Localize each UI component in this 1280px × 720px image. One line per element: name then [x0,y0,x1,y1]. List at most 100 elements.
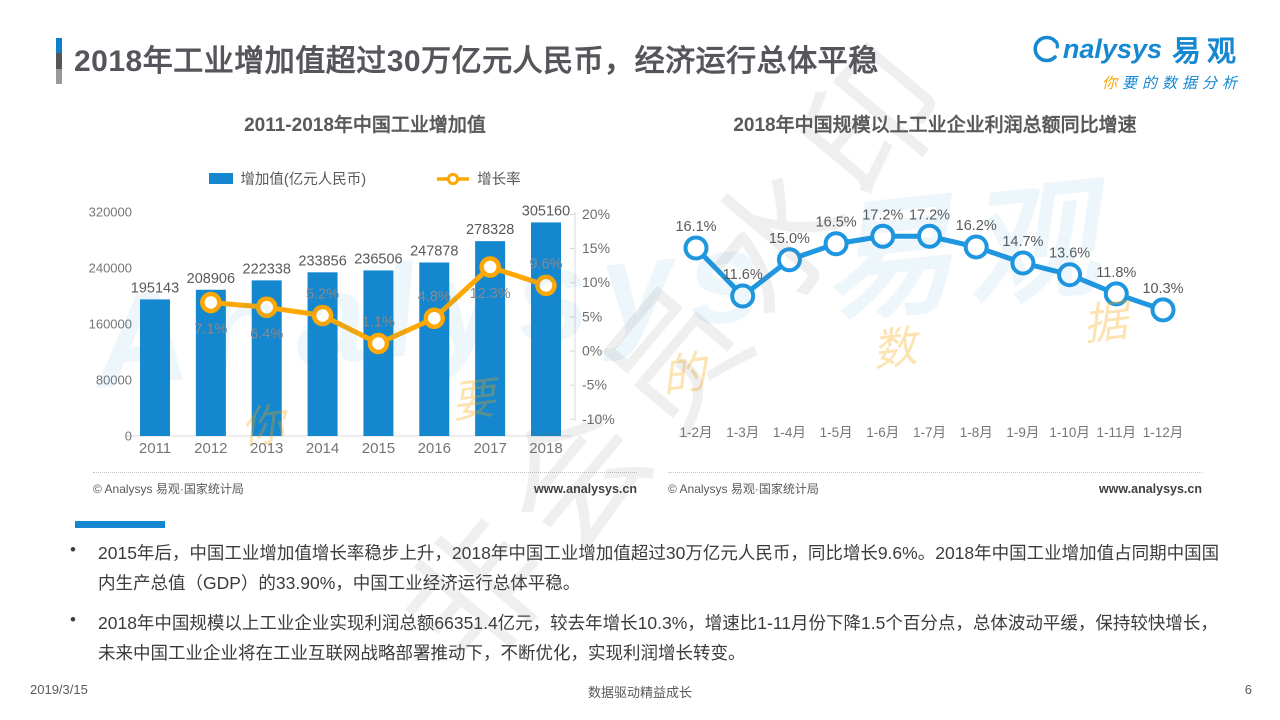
profit-point-label: 11.8% [1096,265,1136,281]
footer-page-number: 6 [1244,682,1252,697]
bullet-marker: • [70,610,76,630]
right-website-link[interactable]: www.analysys.cn [1098,482,1202,496]
secondary-axis-tick-label: 5% [582,308,602,324]
left-chart-legend: 增加值(亿元人民币) 增长率 [85,168,645,189]
line-chart: 16.1% 1-2月 11.6% 1-3月 15.0% 1-4月 16.5% 1-5月 17.2… [675,207,1184,440]
profit-line-marker [730,283,756,309]
profit-line-marker [683,235,709,261]
bar-2016 [419,262,450,436]
y-axis-tick-label: 80000 [96,373,132,388]
footer-motto: 数据驱动精益成长 [587,685,692,700]
profit-line-marker [1150,297,1176,323]
bar-value-label: 222338 [243,261,291,277]
summary-bullets: • 2015年后，中国工业增加值增长率稳步上升，2018年中国工业增加值超过30… [70,538,1228,668]
profit-line-marker [1010,250,1036,276]
chart-panel-industrial-added-value: 2011-2018年中国工业增加值 增加值(亿元人民币) 增长率 0 80000 1… [85,110,645,496]
legend-item-line: 增长率 [436,168,521,189]
profit-point-label: 13.6% [1049,246,1090,262]
x-axis-category-label: 1-9月 [1006,425,1039,440]
x-axis-category-label: 1-4月 [773,425,806,440]
profit-point-label: 16.2% [956,218,997,234]
growth-line-label: 5.2% [306,286,339,302]
y-axis-tick-label: 240000 [89,261,132,276]
bullet-item: • 2018年中国规模以上工业企业实现利润总额66351.4亿元，较去年增长10… [70,608,1228,668]
bar-value-label: 247878 [410,243,458,259]
y-axis-tick-label: 0 [125,429,132,444]
logo-brand-latin: nalysys [1062,33,1162,64]
profit-point-label: 16.1% [675,219,716,235]
x-axis-category-label: 1-10月 [1049,425,1090,440]
page-title: 2018年工业增加值超过30万亿元人民币，经济运行总体平稳 [74,45,879,78]
profit-line-marker [776,247,802,273]
bar-2011 [140,299,170,436]
right-source: © Analysys 易观·国家统计局 [668,482,819,496]
bullet-marker: • [70,540,76,559]
left-source: © Analysys 易观·国家统计局 [93,482,244,496]
right-chart-title: 2018年中国规模以上工业企业利润总额同比增速 [733,115,1137,136]
bar-swatch-icon [209,173,234,184]
profit-line-marker [870,223,896,249]
profit-line-marker [1103,281,1129,307]
logo-tagline-first: 你 [1101,75,1122,92]
growth-line-marker [311,304,334,327]
profit-line-marker [963,234,989,260]
x-axis-category-label: 1-7月 [913,425,946,440]
left-source-row: © Analysys 易观·国家统计局 www.analysys.cn [93,472,637,497]
logo-tagline: 你要的数据分析 [1029,72,1242,93]
growth-line-label: 12.3% [470,286,511,302]
growth-line-marker [535,274,557,297]
profit-point-label: 11.6% [723,267,763,283]
secondary-axis-tick-label: -10% [582,411,615,427]
secondary-axis-tick-label: 0% [582,343,602,359]
bar-2014 [307,272,338,436]
legend-bar-label: 增加值(亿元人民币) [240,172,367,188]
growth-line-label: 9.6% [529,256,562,272]
bar-2018 [530,222,561,436]
slide-footer: 2019/3/15 数据驱动精益成长 6 [0,682,1280,712]
logo-brand-cn: 易观 [1171,36,1242,68]
x-axis-category-label: 1-3月 [726,425,759,440]
profit-point-label: 17.2% [909,207,950,223]
footer-date: 2019/3/15 [30,682,88,697]
bar-line-chart: 0 80000 160000 240000 320000 20% 15% 10% 5% 0% -5%… [89,203,615,457]
y-axis-tick-label: 320000 [89,205,132,220]
profit-line-marker [1057,262,1083,288]
x-axis-category-label: 1-5月 [820,425,853,440]
profit-point-label: 15.0% [769,231,810,247]
bar-value-label: 236506 [354,251,402,267]
x-axis-category-label: 2013 [250,440,283,457]
growth-line-label: 7.1% [194,322,227,338]
bullet-text-2: 2018年中国规模以上工业企业实现利润总额66351.4亿元，较去年增长10.3… [98,613,1218,664]
bullet-item: • 2015年后，中国工业增加值增长率稳步上升，2018年中国工业增加值超过30… [70,538,1228,598]
bar-value-label: 195143 [131,280,179,296]
left-chart-title: 2011-2018年中国工业增加值 [244,115,486,136]
bar-value-label: 305160 [522,203,570,219]
bullet-text-1: 2015年后，中国工业增加值增长率稳步上升，2018年中国工业增加值超过30万亿… [98,543,1220,594]
right-source-row: © Analysys 易观·国家统计局 www.analysys.cn [668,472,1202,497]
secondary-axis-tick-label: -5% [582,377,607,393]
profit-point-label: 17.2% [862,207,903,223]
growth-line-marker [367,332,390,355]
x-axis-category-label: 1-12月 [1143,425,1184,440]
bar-2012 [195,289,226,436]
growth-line-label: 1.1% [362,314,395,330]
chart-panel-profit-growth: 2018年中国规模以上工业企业利润总额同比增速 16.1% 1-2月 11.6% 1-… [660,110,1210,496]
profit-line-marker [823,231,849,257]
y-axis-tick-label: 160000 [89,317,132,332]
secondary-axis-tick-label: 15% [582,240,610,256]
growth-line-label: 6.4% [250,326,283,342]
legend-item-bar: 增加值(亿元人民币) [209,168,366,189]
growth-line-marker [255,296,278,319]
profit-point-label: 10.3% [1142,281,1183,297]
growth-line-label: 4.8% [418,289,451,305]
x-axis-category-label: 2018 [529,440,562,457]
growth-line-marker [479,256,501,278]
left-website-link[interactable]: www.analysys.cn [533,482,637,496]
analysys-logo: nalysys 易观 你要的数据分析 [1029,28,1242,93]
x-axis-category-label: 2015 [362,440,395,457]
growth-line-marker [423,307,446,329]
bar-value-label: 233856 [298,253,346,269]
profit-line-marker [917,223,942,249]
profit-point-label: 16.5% [816,215,857,231]
